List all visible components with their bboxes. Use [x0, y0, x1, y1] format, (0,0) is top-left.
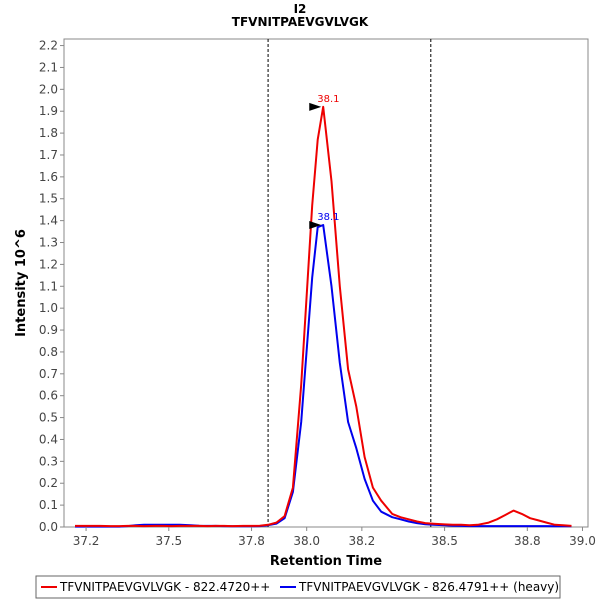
y-tick-label: 0.1 [39, 498, 58, 512]
y-tick-label: 1.9 [39, 104, 58, 118]
y-tick-label: 1.1 [39, 279, 58, 293]
y-tick-label: 2.1 [39, 60, 58, 74]
peak-label-light: 38.1 [317, 94, 339, 105]
series-line-heavy [75, 224, 572, 528]
y-tick-label: 1.3 [39, 236, 58, 250]
x-tick-label: 38.8 [514, 534, 541, 548]
x-tick-label: 38.2 [348, 534, 375, 548]
y-tick-label: 0.8 [39, 345, 58, 359]
peak-label-heavy: 38.1 [317, 212, 339, 223]
y-axis-ticks: 0.0 0.1 0.2 0.3 0.4 0.5 0.6 0.7 0.8 0.9 1.0 1.1 1.2 1… [39, 39, 64, 534]
x-tick-label: 37.5 [155, 534, 182, 548]
y-tick-label: 0.4 [39, 432, 58, 446]
y-tick-label: 0.3 [39, 454, 58, 468]
peak-marker-light [309, 102, 322, 111]
legend-entry-heavy: TFVNITPAEVGVLVGK - 826.4791++ (heavy) [298, 580, 559, 594]
chart-subtitle: TFVNITPAEVGVLVGK [232, 15, 369, 29]
y-tick-label: 0.5 [39, 411, 58, 425]
y-tick-label: 1.4 [39, 214, 58, 228]
y-tick-label: 1.5 [39, 192, 58, 206]
y-tick-label: 0.0 [39, 520, 58, 534]
x-tick-label: 38.5 [431, 534, 458, 548]
plot-area [63, 38, 589, 528]
x-axis-label: Retention Time [270, 554, 382, 569]
y-tick-label: 0.2 [39, 476, 58, 490]
y-tick-label: 2.2 [39, 39, 58, 53]
y-tick-label: 1.2 [39, 257, 58, 271]
y-tick-label: 1.0 [39, 301, 58, 315]
x-axis-ticks: 37.2 37.5 37.8 38.0 38.2 38.5 38.8 39.0 [73, 527, 596, 548]
y-tick-label: 1.8 [39, 126, 58, 140]
y-tick-label: 0.7 [39, 367, 58, 381]
y-tick-label: 1.6 [39, 170, 58, 184]
legend: TFVNITPAEVGVLVGK - 822.4720++ TFVNITPAEV… [35, 575, 561, 599]
chart-title: I2 [294, 2, 307, 16]
legend-entry-light: TFVNITPAEVGVLVGK - 822.4720++ [59, 580, 270, 594]
series-line-light [75, 105, 572, 528]
y-tick-label: 0.6 [39, 389, 58, 403]
peak-annotations: 38.1 38.1 [309, 94, 340, 230]
series-layer [75, 105, 572, 528]
y-tick-label: 1.7 [39, 148, 58, 162]
y-tick-label: 0.9 [39, 323, 58, 337]
x-tick-label: 39.0 [569, 534, 596, 548]
integration-boundaries [267, 39, 432, 527]
peak-marker-heavy [309, 221, 322, 230]
x-tick-label: 37.8 [238, 534, 265, 548]
y-tick-label: 2.0 [39, 82, 58, 96]
legend-box [35, 575, 561, 599]
y-axis-label: Intensity 10^6 [14, 229, 29, 337]
x-tick-label: 37.2 [73, 534, 100, 548]
x-tick-label: 38.0 [293, 534, 320, 548]
